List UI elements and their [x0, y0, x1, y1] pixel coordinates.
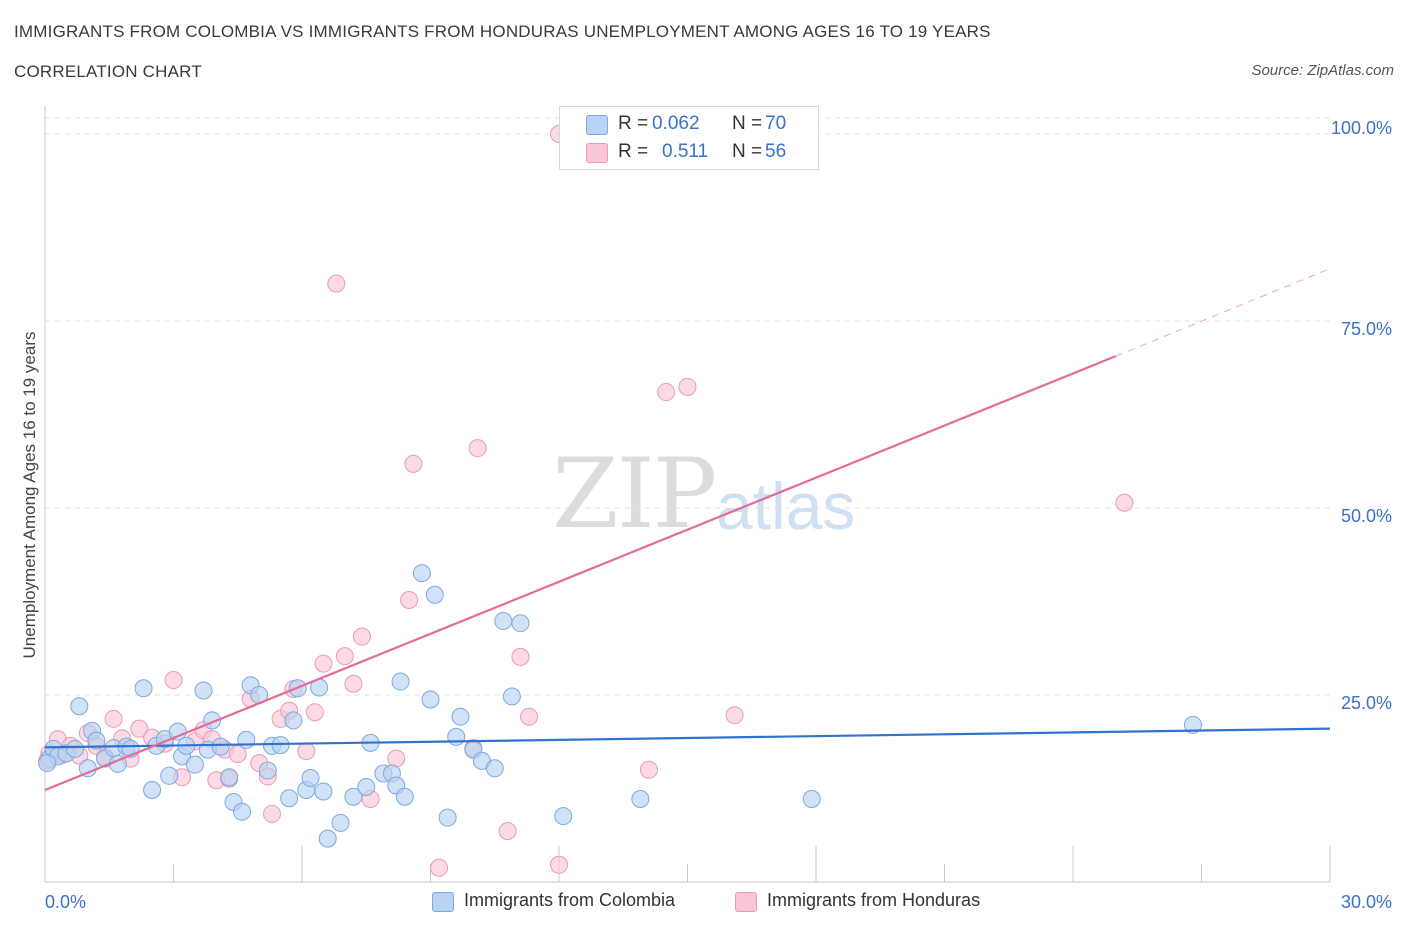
y-tick-label: 50.0% — [1341, 506, 1392, 526]
honduras-point — [327, 274, 346, 293]
honduras-point — [550, 855, 568, 874]
honduras-point — [297, 742, 316, 761]
colombia-point — [1183, 715, 1202, 734]
colombia-point — [211, 737, 230, 756]
colombia-point — [38, 754, 57, 773]
honduras-trend-line — [44, 355, 1117, 792]
bottom-honduras-swatch — [735, 892, 757, 912]
honduras-point — [164, 671, 183, 690]
bottom-colombia-swatch — [432, 892, 454, 912]
honduras-trend-extension — [1115, 268, 1331, 357]
tick-label-layer: 25.0% 50.0% 75.0% 100.0% 0.0% 30.0% — [45, 118, 1392, 912]
source-label: Source: ZipAtlas.com — [1251, 62, 1394, 79]
colombia-point — [134, 679, 153, 698]
colombia-point — [280, 789, 299, 808]
honduras-point — [404, 454, 423, 473]
colombia-point — [631, 789, 650, 808]
colombia-point — [485, 759, 504, 778]
colombia-point — [511, 614, 530, 633]
colombia-point — [143, 780, 162, 799]
honduras-point — [520, 707, 539, 726]
colombia-point — [447, 727, 466, 746]
honduras-point — [104, 709, 123, 728]
colombia-point — [237, 730, 256, 749]
colombia-trend-line — [44, 727, 1331, 749]
chart-subtitle: CORRELATION CHART — [14, 62, 202, 81]
honduras-point — [352, 627, 371, 646]
colombia-points — [38, 564, 1202, 848]
y-tick-label: 25.0% — [1341, 693, 1392, 713]
colombia-point — [451, 707, 470, 726]
colombia-point — [70, 697, 89, 716]
honduras-point — [387, 749, 406, 768]
honduras-point — [344, 674, 363, 693]
colombia-point — [284, 711, 303, 730]
axis-layer — [44, 106, 1331, 883]
correlation-legend: R = 0.062 N = 70 R = 0.511 N = 56 — [559, 106, 819, 170]
colombia-r-label: R = — [618, 113, 649, 134]
honduras-point — [1115, 493, 1134, 512]
colombia-point — [438, 808, 457, 827]
colombia-point — [502, 687, 521, 706]
y-tick-label: 75.0% — [1341, 319, 1392, 339]
colombia-point — [554, 807, 573, 826]
honduras-point — [657, 383, 676, 402]
honduras-point — [400, 591, 419, 610]
honduras-point — [511, 647, 530, 666]
colombia-point — [421, 690, 440, 709]
colombia-point — [194, 681, 213, 700]
colombia-n-label: N = — [732, 113, 763, 134]
colombia-point — [357, 778, 376, 797]
colombia-point — [331, 813, 350, 832]
colombia-point — [494, 611, 513, 630]
colombia-point — [220, 768, 239, 787]
honduras-point — [263, 804, 282, 823]
honduras-point — [335, 647, 354, 666]
colombia-point — [160, 766, 179, 785]
colombia-swatch — [586, 115, 608, 135]
chart-title: IMMIGRANTS FROM COLOMBIA VS IMMIGRANTS F… — [14, 22, 991, 41]
colombia-r-value: 0.062 — [652, 113, 700, 134]
honduras-n-value: 56 — [765, 141, 787, 162]
x-tick-label: 0.0% — [45, 892, 86, 912]
colombia-point — [425, 585, 444, 604]
y-tick-label: 100.0% — [1331, 118, 1392, 138]
honduras-n-label: N = — [732, 141, 763, 162]
watermark-zip: ZIP — [552, 438, 717, 550]
colombia-point — [301, 769, 320, 788]
honduras-point — [725, 706, 744, 725]
honduras-point — [468, 439, 487, 458]
honduras-point — [430, 858, 449, 877]
colombia-point — [65, 739, 84, 758]
honduras-r-label: R = — [618, 141, 649, 162]
honduras-point — [314, 654, 333, 673]
colombia-point — [233, 802, 252, 821]
colombia-point — [344, 787, 363, 806]
honduras-point — [498, 822, 517, 841]
colombia-point — [412, 564, 431, 583]
watermark-atlas: atlas — [716, 469, 856, 543]
colombia-point — [802, 789, 821, 808]
honduras-point — [305, 703, 324, 722]
colombia-point — [391, 672, 410, 691]
colombia-point — [318, 829, 337, 848]
x-tick-label: 30.0% — [1341, 892, 1392, 912]
honduras-point — [639, 760, 658, 779]
trend-layer — [44, 268, 1331, 792]
honduras-point — [678, 377, 697, 396]
colombia-point — [87, 731, 106, 750]
honduras-point — [130, 719, 149, 738]
bottom-colombia-label: Immigrants from Colombia — [464, 890, 676, 910]
bottom-honduras-label: Immigrants from Honduras — [767, 890, 981, 910]
grid-layer — [45, 117, 1330, 696]
colombia-n-value: 70 — [765, 113, 787, 134]
colombia-point — [314, 782, 333, 801]
y-axis-label: Unemployment Among Ages 16 to 19 years — [20, 331, 39, 659]
honduras-r-value: 0.511 — [662, 141, 709, 162]
honduras-swatch — [586, 143, 608, 163]
colombia-point — [185, 755, 204, 774]
colombia-point — [258, 761, 277, 780]
colombia-point — [395, 787, 414, 806]
